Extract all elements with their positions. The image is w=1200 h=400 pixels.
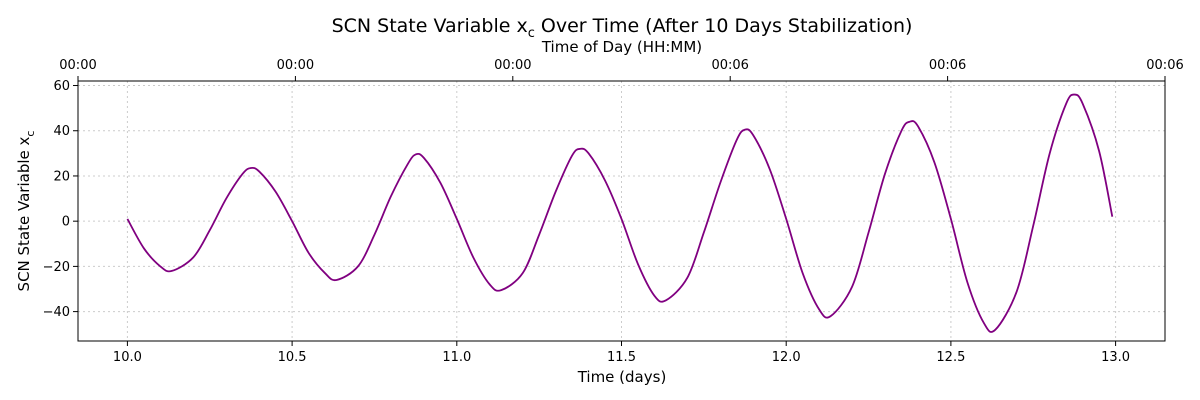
top-tick-label: 00:00 <box>59 58 96 73</box>
y-tick-label: 0 <box>62 215 70 230</box>
y-axis-label-subscript: c <box>24 131 37 137</box>
y-axis-ticks: −40 −20 0 20 40 60 <box>43 79 78 320</box>
y-tick-label: 40 <box>53 124 70 139</box>
top-axis-label: Time of Day (HH:MM) <box>541 38 702 56</box>
top-axis-ticks: 00:00 00:00 00:00 00:06 00:06 00:06 <box>59 58 1184 81</box>
y-tick-label: 60 <box>53 79 70 94</box>
x-tick-label: 11.0 <box>442 350 471 365</box>
y-tick-label: 20 <box>53 169 70 184</box>
top-tick-label: 00:06 <box>711 58 748 73</box>
grid <box>78 81 1165 341</box>
x-tick-label: 10.5 <box>278 350 307 365</box>
chart-title-main: SCN State Variable x <box>332 15 528 37</box>
x-tick-label: 12.0 <box>772 350 801 365</box>
x-tick-label: 10.0 <box>113 350 142 365</box>
y-tick-label: −40 <box>43 305 70 320</box>
x-tick-label: 12.5 <box>936 350 965 365</box>
top-tick-label: 00:06 <box>929 58 966 73</box>
top-tick-label: 00:06 <box>1146 58 1183 73</box>
top-tick-label: 00:00 <box>277 58 314 73</box>
chart-title: SCN State Variable xc Over Time (After 1… <box>332 15 913 41</box>
x-tick-label: 11.5 <box>607 350 636 365</box>
series-line <box>126 93 1114 333</box>
chart-title-suffix: Over Time (After 10 Days Stabilization) <box>535 15 913 37</box>
top-tick-label: 00:00 <box>494 58 531 73</box>
x-axis-ticks: 10.0 10.5 11.0 11.5 12.0 12.5 13.0 <box>113 341 1130 365</box>
x-tick-label: 13.0 <box>1101 350 1130 365</box>
y-tick-label: −20 <box>43 260 70 275</box>
chart-title-subscript: c <box>528 26 535 41</box>
y-axis-label-main: SCN State Variable x <box>15 136 33 291</box>
y-axis-label: SCN State Variable xc <box>15 131 37 292</box>
x-axis-label: Time (days) <box>577 368 667 386</box>
